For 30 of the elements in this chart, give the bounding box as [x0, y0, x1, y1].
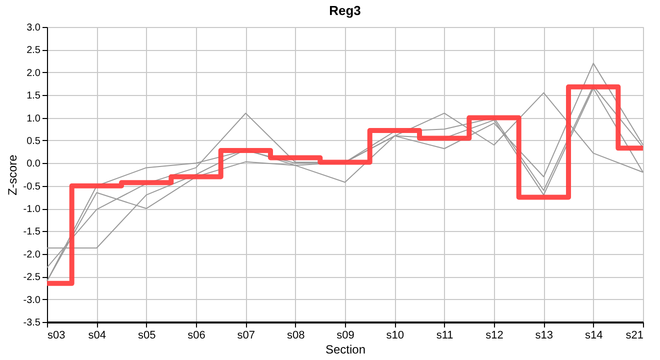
y-tick-label: -3.0	[23, 294, 41, 306]
x-tick-label: s10	[386, 330, 404, 342]
y-tick-label: -1.0	[23, 204, 41, 216]
chart-title: Reg3	[329, 3, 361, 18]
x-tick-label: s11	[436, 330, 454, 342]
y-tick-label: 1.5	[26, 90, 41, 102]
y-tick-label: 0.0	[26, 158, 41, 170]
x-tick-label: s08	[286, 330, 305, 342]
x-tick-label: s13	[535, 330, 554, 342]
x-tick-label: s09	[336, 330, 354, 342]
x-tick-label: s06	[188, 330, 206, 342]
x-tick-label: s07	[237, 330, 256, 342]
y-tick-label: 0.5	[26, 136, 41, 147]
x-tick-label: s04	[88, 330, 106, 342]
x-tick-label: s03	[48, 330, 66, 342]
x-tick-label: s21	[626, 330, 644, 342]
y-axis-title: Z-score	[5, 154, 20, 196]
y-tick-label: 3.0	[26, 22, 41, 34]
y-tick-label: -2.0	[23, 249, 41, 260]
y-tick-label: -3.5	[23, 318, 41, 328]
x-axis-title: Section	[325, 342, 366, 356]
x-tick-label: s12	[486, 330, 504, 342]
x-tick-label: s14	[584, 330, 603, 342]
y-tick-label: 1.0	[26, 113, 41, 124]
y-tick-label: -1.5	[23, 226, 41, 238]
y-tick-label: 2.0	[26, 68, 41, 79]
y-tick-label: -2.5	[23, 272, 41, 284]
y-tick-label: -0.5	[23, 181, 41, 192]
y-tick-label: 2.5	[26, 45, 41, 56]
x-tick-label: s05	[138, 330, 156, 342]
